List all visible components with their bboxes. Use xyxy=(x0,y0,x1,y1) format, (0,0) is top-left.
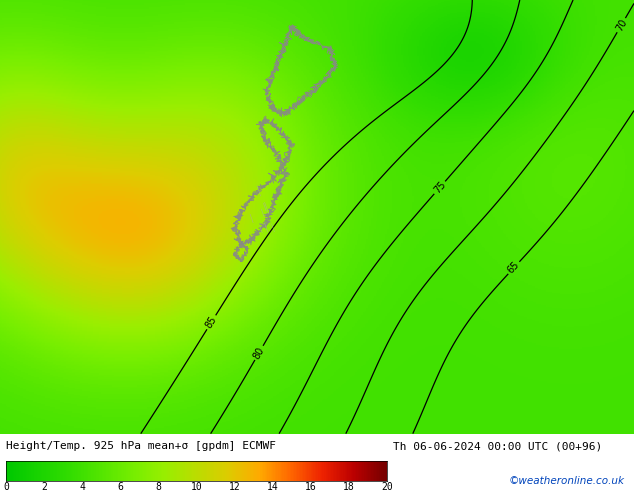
Text: 18: 18 xyxy=(343,482,354,490)
Text: 14: 14 xyxy=(267,482,278,490)
Text: 20: 20 xyxy=(381,482,392,490)
Text: 8: 8 xyxy=(155,482,162,490)
Text: 70: 70 xyxy=(614,17,629,33)
Text: 6: 6 xyxy=(117,482,124,490)
Text: 0: 0 xyxy=(3,482,10,490)
Text: 65: 65 xyxy=(506,260,522,276)
Text: 80: 80 xyxy=(252,345,266,361)
Text: 12: 12 xyxy=(229,482,240,490)
Text: 85: 85 xyxy=(204,315,219,330)
Text: 2: 2 xyxy=(41,482,48,490)
Text: ©weatheronline.co.uk: ©weatheronline.co.uk xyxy=(508,476,624,486)
Text: Th 06-06-2024 00:00 UTC (00+96): Th 06-06-2024 00:00 UTC (00+96) xyxy=(393,441,602,451)
Text: Height/Temp. 925 hPa mean+σ [gpdm] ECMWF: Height/Temp. 925 hPa mean+σ [gpdm] ECMWF xyxy=(6,441,276,451)
Text: 16: 16 xyxy=(305,482,316,490)
Text: 4: 4 xyxy=(79,482,86,490)
Text: 10: 10 xyxy=(191,482,202,490)
Text: 75: 75 xyxy=(432,180,448,196)
